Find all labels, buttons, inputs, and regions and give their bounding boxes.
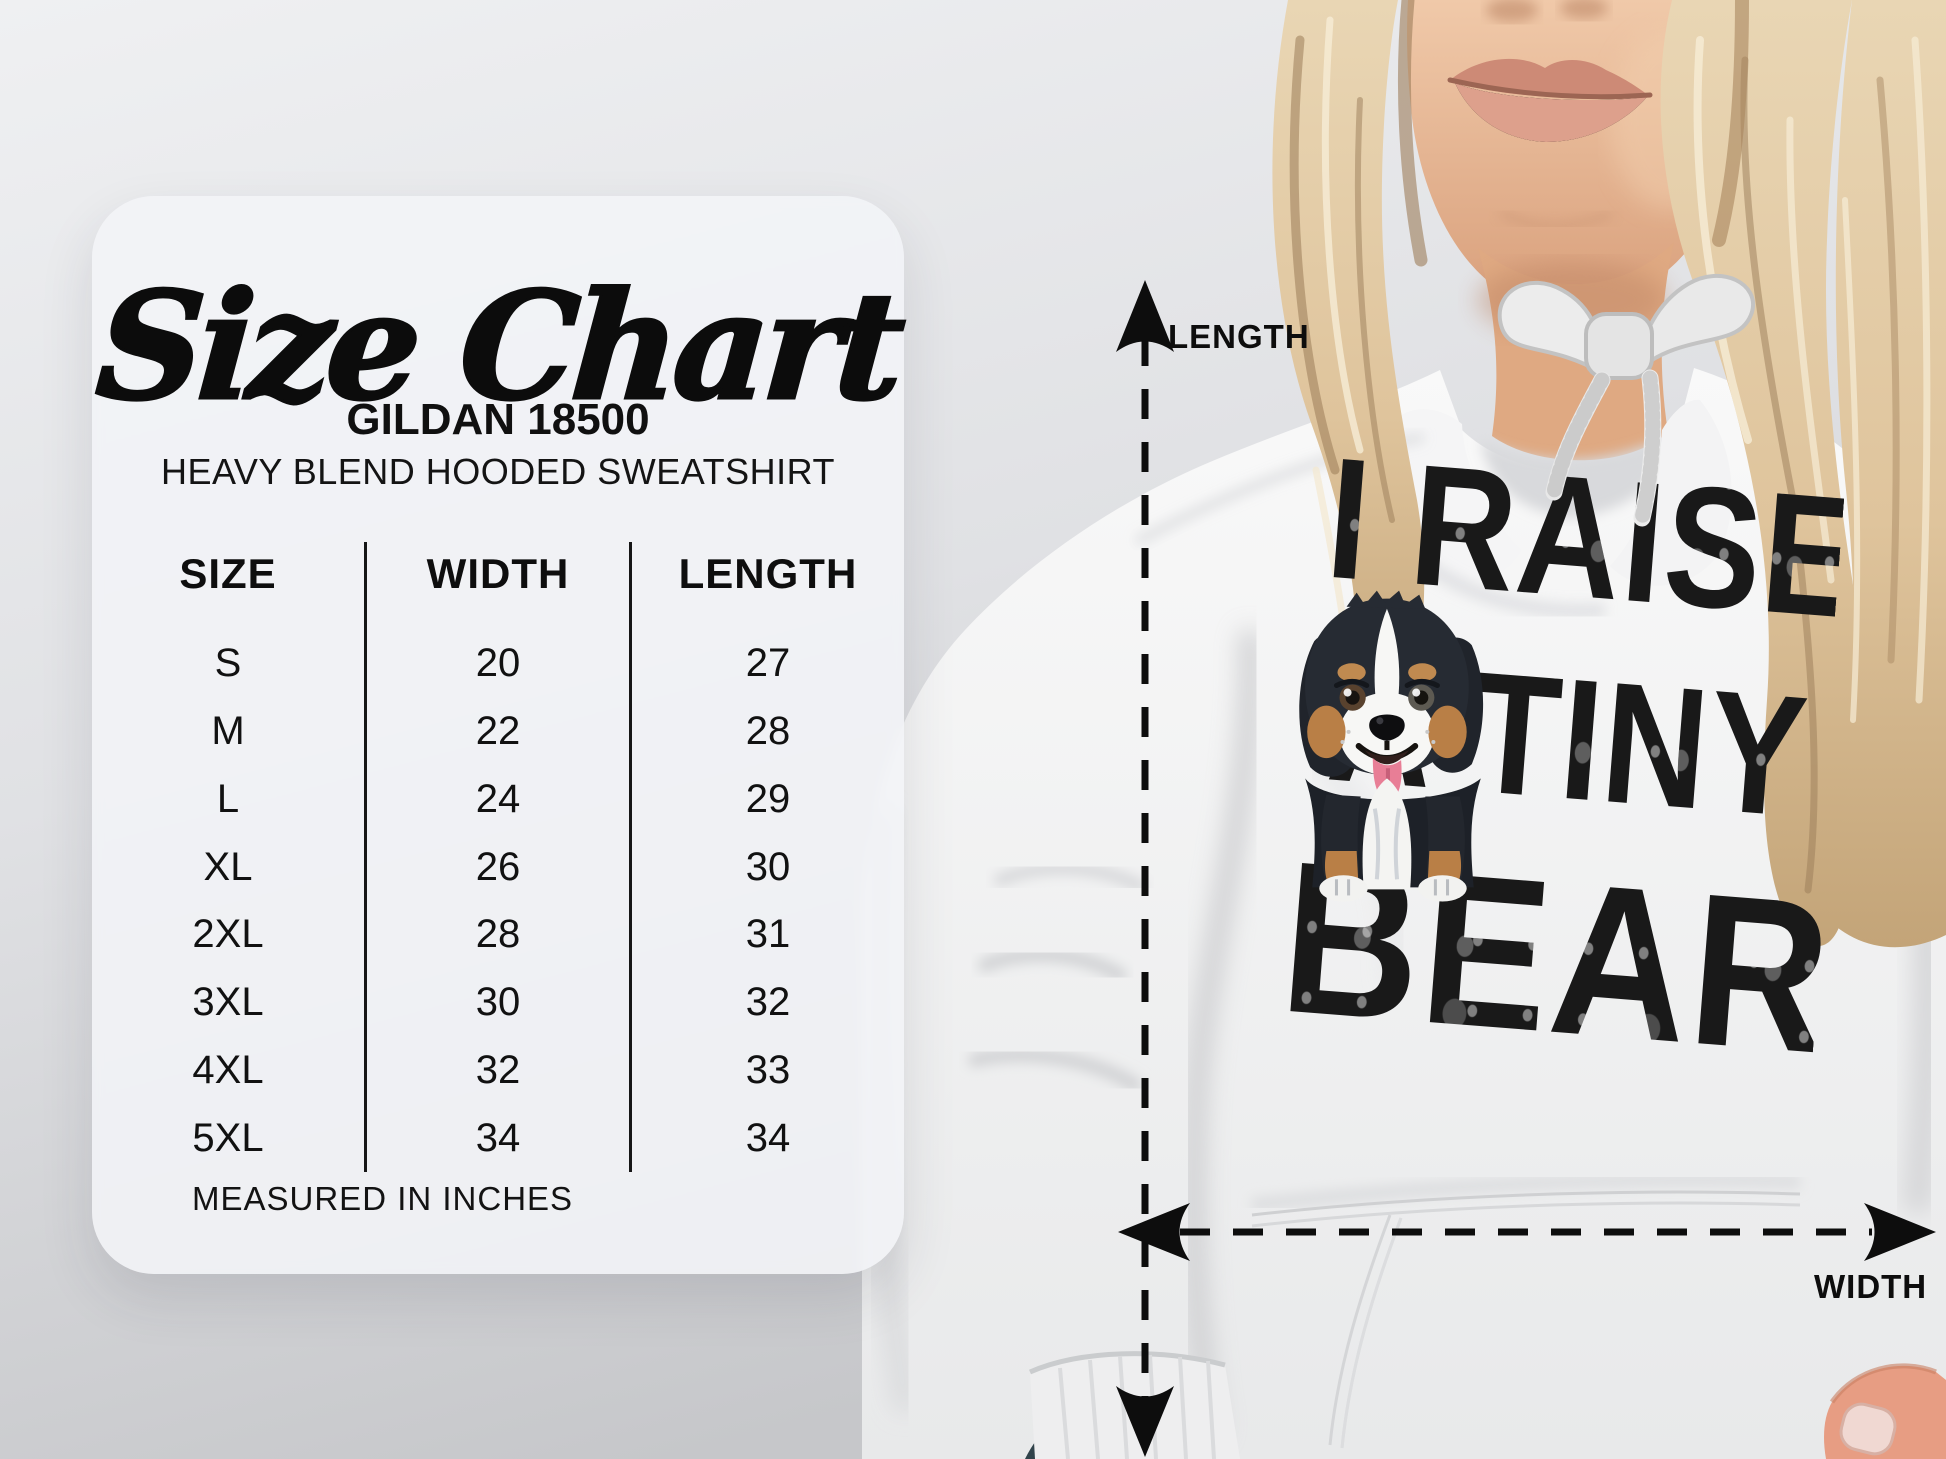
bernese-puppy-illustration bbox=[1299, 590, 1484, 902]
length-cell: 27 bbox=[745, 641, 791, 686]
length-cell: 33 bbox=[745, 1047, 791, 1092]
length-cell: 29 bbox=[745, 776, 791, 821]
size-cell: S bbox=[214, 641, 242, 686]
thumb-with-pink-nail bbox=[1824, 1363, 1946, 1459]
length-cell: 34 bbox=[745, 1115, 791, 1160]
width-measure-arrow bbox=[1118, 1203, 1936, 1261]
length-cell: 32 bbox=[745, 980, 791, 1025]
kangaroo-pocket bbox=[1251, 1172, 1801, 1449]
size-cell: 4XL bbox=[192, 1047, 264, 1092]
width-cell: 28 bbox=[364, 901, 632, 969]
size-cell: XL bbox=[203, 844, 253, 889]
drawstring-bow bbox=[1497, 273, 1756, 527]
units-footnote: MEASURED IN INCHES bbox=[192, 1180, 574, 1217]
column-header-width: WIDTH bbox=[364, 542, 632, 630]
width-label: WIDTH bbox=[1814, 1268, 1927, 1305]
width-cell: 22 bbox=[364, 697, 632, 766]
size-cell: L bbox=[216, 776, 240, 821]
length-cell: 30 bbox=[745, 844, 791, 889]
width-cell: 20 bbox=[364, 630, 632, 698]
width-cell: 30 bbox=[364, 968, 632, 1037]
size-cell: M bbox=[211, 709, 245, 754]
length-label: LENGTH bbox=[1168, 318, 1310, 355]
size-cell: 2XL bbox=[192, 912, 264, 957]
width-cell: 26 bbox=[364, 833, 632, 901]
size-chart-panel: Size Chart GILDAN 18500 HEAVY BLEND HOOD… bbox=[90, 196, 906, 1274]
width-cell: 34 bbox=[364, 1104, 632, 1172]
size-cell: 5XL bbox=[192, 1115, 264, 1160]
column-header-size: SIZE bbox=[179, 550, 277, 597]
lips bbox=[1447, 58, 1653, 142]
size-table: SIZE WIDTH LENGTH S 20 27 M 22 28 L 24 29 XL 26 30 2XL 2… bbox=[92, 542, 904, 1172]
size-cell: 3XL bbox=[192, 980, 264, 1025]
length-cell: 31 bbox=[745, 912, 791, 957]
width-cell: 24 bbox=[364, 765, 632, 834]
product-subtitle: HEAVY BLEND HOODED SWEATSHIRT bbox=[161, 451, 835, 492]
column-header-length: LENGTH bbox=[678, 550, 858, 597]
length-cell: 28 bbox=[745, 709, 791, 754]
length-measure-arrow bbox=[1116, 280, 1174, 1457]
width-cell: 32 bbox=[364, 1036, 632, 1105]
product-name: GILDAN 18500 bbox=[346, 395, 650, 444]
